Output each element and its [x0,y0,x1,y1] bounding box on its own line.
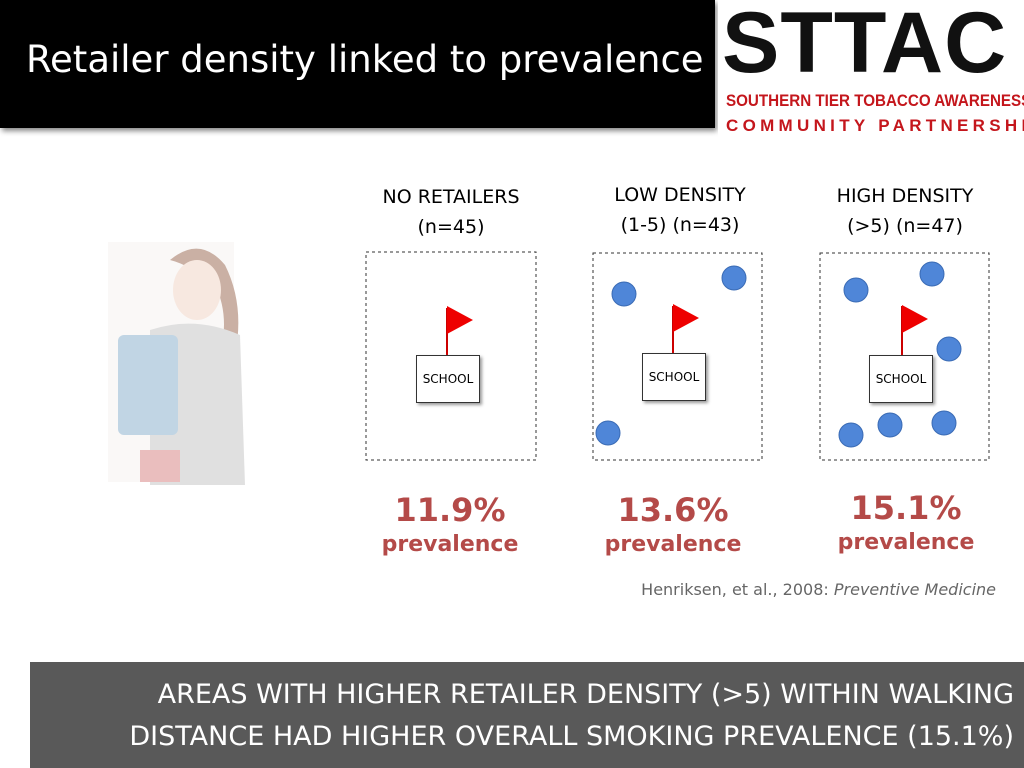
panel [819,252,990,461]
prevalence-caption: prevalence [381,532,519,557]
prevalence: 11.9% prevalence [350,490,550,560]
prevalence-value: 13.6% [617,491,729,529]
citation: Henriksen, et al., 2008: Preventive Medi… [641,580,996,599]
prevalence: 13.6% prevalence [573,490,773,560]
panel [365,251,537,461]
footer-line: DISTANCE HAD HIGHER OVERALL SMOKING PREV… [129,721,1014,752]
school-box: SCHOOL [869,355,933,403]
panel [592,252,763,461]
panel-label: HIGH DENSITY (>5) (n=47) [805,181,1005,241]
logo-line: COMMUNITY PARTNERSHIP [726,116,1024,135]
label-line: (>5) (n=47) [847,215,963,237]
logo-mark: STTAC [722,0,1008,91]
label-line: NO RETAILERS [382,186,520,208]
panel-label: LOW DENSITY (1-5) (n=43) [580,180,780,240]
logo-line: SOUTHERN TIER TOBACCO AWARENESS [726,92,1024,110]
slide-title: Retailer density linked to prevalence [26,38,704,81]
school-box: SCHOOL [416,355,480,403]
citation-authors: Henriksen, et al., 2008: [641,580,829,599]
label-line: HIGH DENSITY [836,185,974,207]
footer-line: AREAS WITH HIGHER RETAILER DENSITY (>5) … [157,679,1014,710]
label-line: (1-5) (n=43) [620,214,740,236]
citation-journal: Preventive Medicine [833,580,996,599]
prevalence-value: 11.9% [394,491,506,529]
footer: AREAS WITH HIGHER RETAILER DENSITY (>5) … [30,662,1024,768]
school-box: SCHOOL [642,353,706,401]
label-line: (n=45) [417,216,485,238]
prevalence-value: 15.1% [850,489,962,527]
prevalence-caption: prevalence [837,530,975,555]
label-line: LOW DENSITY [614,184,746,206]
prevalence-caption: prevalence [604,532,742,557]
panel-label: NO RETAILERS (n=45) [351,182,551,242]
prevalence: 15.1% prevalence [806,488,1006,558]
logo: STTAC SOUTHERN TIER TOBACCO AWARENESS CO… [718,0,1024,137]
title-bar [0,0,715,128]
student-illustration [108,242,245,485]
